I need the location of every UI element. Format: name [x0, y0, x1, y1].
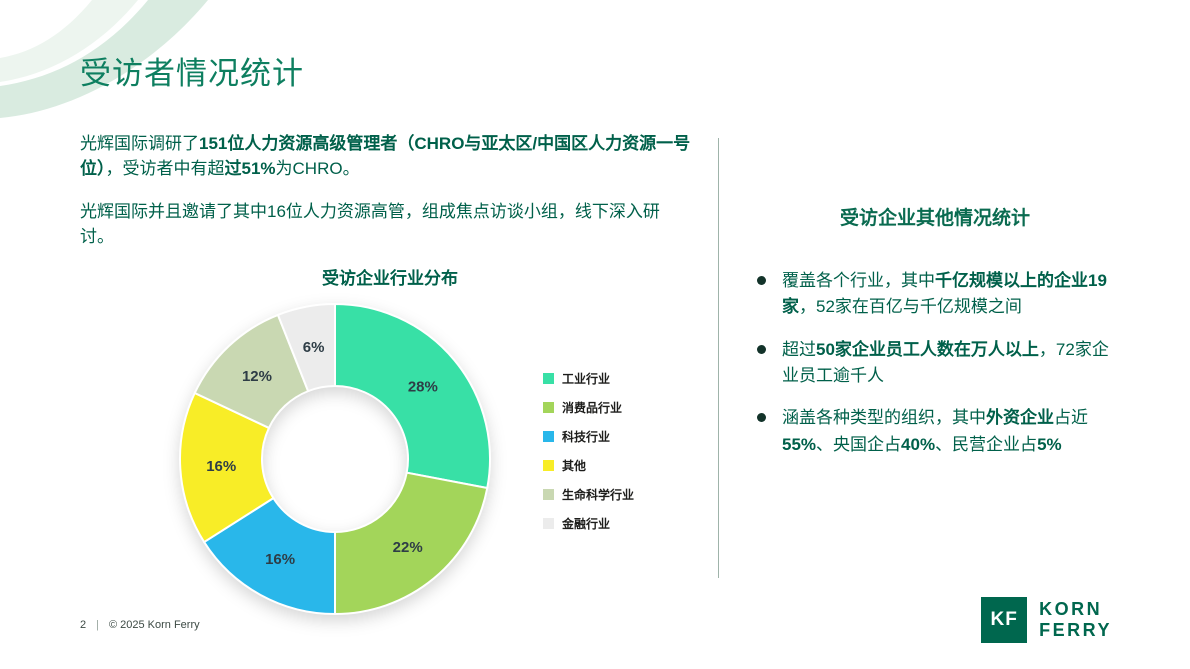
donut-slice-label: 16% [265, 551, 295, 568]
legend-swatch [543, 373, 554, 384]
donut-slice-label: 16% [206, 458, 236, 475]
donut-segment-金融行业 [276, 302, 336, 393]
donut-slice-label: 28% [408, 378, 438, 395]
legend-label: 工业行业 [562, 372, 611, 386]
page-title: 受访者情况统计 [80, 56, 304, 91]
right-panel-bullets: 覆盖各个行业，其中千亿规模以上的企业19家，52家在百亿与千亿规模之间 超过50… [757, 268, 1115, 474]
legend-swatch [543, 460, 554, 471]
logo-monogram: KF [990, 609, 1018, 630]
legend-swatch [543, 518, 554, 529]
corner-decoration [0, 0, 208, 118]
legend-item: 消费品行业 [543, 393, 634, 422]
bullet-item: 覆盖各个行业，其中千亿规模以上的企业19家，52家在百亿与千亿规模之间 [757, 268, 1115, 321]
page-number: 2 [80, 619, 87, 631]
legend-label: 科技行业 [562, 430, 611, 444]
chart-title: 受访企业行业分布 [322, 269, 458, 288]
legend-swatch [543, 431, 554, 442]
footer-separator: | [96, 619, 99, 631]
logo-wordmark: KORN FERRY [1039, 599, 1112, 640]
bullet-dot [757, 276, 766, 285]
right-panel-heading: 受访企业其他情况统计 [839, 208, 1030, 229]
legend-label: 生命科学行业 [562, 488, 635, 502]
copyright: © 2025 Korn Ferry [108, 619, 200, 631]
bullet-text: 涵盖各种类型的组织，其中外资企业占近55%、央国企占40%、民营企业占5% [782, 408, 1088, 454]
bullet-item: 超过50家企业员工人数在万人以上，72家企业员工逾千人 [757, 337, 1115, 390]
bullet-dot [757, 344, 766, 354]
legend-label: 消费品行业 [562, 401, 623, 415]
donut-segment-其他 [179, 391, 275, 544]
donut-slice-label: 22% [393, 539, 423, 556]
donut-chart: 28% 22% 16% 16% 12% 6% [179, 302, 491, 616]
bullet-text: 超过50家企业员工人数在万人以上，72家企业员工逾千人 [782, 339, 1109, 386]
legend-swatch [543, 489, 554, 500]
legend-swatch [543, 402, 554, 413]
legend-item: 金融行业 [543, 509, 634, 538]
legend-item: 科技行业 [543, 422, 634, 451]
vertical-divider [718, 138, 719, 578]
donut-slice-label: 6% [303, 339, 325, 356]
legend-label: 其他 [562, 459, 587, 473]
donut-segment-工业行业 [334, 302, 491, 490]
korn-ferry-logo: KF KORN FERRY [981, 597, 1112, 643]
intro-paragraph-1: 光辉国际调研了151位人力资源高级管理者（CHRO与亚太区/中国区人力资源一号位… [80, 134, 691, 178]
korn-ferry-logo-icon: KF [981, 597, 1028, 643]
legend-label: 金融行业 [562, 517, 611, 531]
logo-word-line2: FERRY [1039, 620, 1112, 640]
logo-word-line1: KORN [1039, 599, 1103, 620]
donut-slice-label: 12% [242, 368, 272, 385]
bullet-item: 涵盖各种类型的组织，其中外资企业占近55%、央国企占40%、民营企业占5% [757, 405, 1115, 458]
legend-item: 工业行业 [543, 364, 634, 393]
bullet-text: 覆盖各个行业，其中千亿规模以上的企业19家，52家在百亿与千亿规模之间 [782, 271, 1107, 317]
legend-item: 生命科学行业 [543, 480, 634, 509]
intro-paragraph-2: 光辉国际并且邀请了其中16位人力资源高管，组成焦点访谈小组，线下深入研讨。 [80, 202, 660, 246]
bullet-dot [757, 413, 766, 423]
legend-item: 其他 [543, 451, 634, 480]
footer: 2 | © 2025 Korn Ferry [80, 619, 200, 631]
donut-segment-科技行业 [202, 496, 336, 616]
donut-segment-消费品行业 [334, 471, 489, 616]
chart-legend: 工业行业 消费品行业 科技行业 其他 生命科学行业 金融行业 [543, 364, 634, 538]
